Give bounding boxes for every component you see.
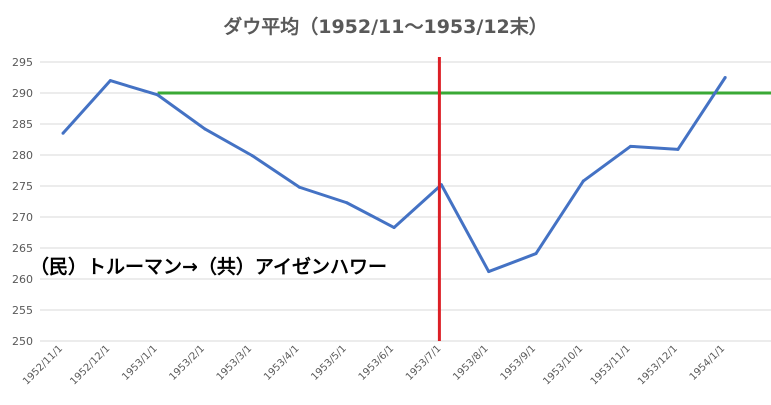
y-tick-label: 255 bbox=[12, 304, 33, 317]
data-point bbox=[108, 79, 112, 83]
x-tick-label: 1953/12/1 bbox=[636, 343, 680, 387]
data-point bbox=[345, 201, 349, 205]
y-tick-label: 290 bbox=[12, 87, 33, 100]
data-point bbox=[298, 185, 301, 189]
x-tick-label: 1953/6/1 bbox=[357, 343, 397, 383]
data-point bbox=[534, 252, 538, 256]
x-tick-label: 1952/12/1 bbox=[68, 343, 112, 387]
y-tick-label: 275 bbox=[12, 180, 33, 193]
x-tick-label: 1953/3/1 bbox=[215, 343, 255, 383]
chart-title: ダウ平均（1952/11～1953/12末） bbox=[223, 16, 548, 38]
y-tick-label: 295 bbox=[12, 56, 33, 69]
series-line bbox=[61, 76, 727, 274]
x-tick-label: 1953/1/1 bbox=[120, 343, 160, 383]
data-point bbox=[629, 144, 633, 148]
y-tick-label: 270 bbox=[12, 211, 33, 224]
y-tick-label: 250 bbox=[12, 335, 33, 348]
x-tick-label: 1953/2/1 bbox=[167, 343, 207, 383]
data-point bbox=[723, 76, 727, 79]
data-point bbox=[392, 226, 396, 230]
data-point bbox=[156, 93, 160, 97]
chart-annotation: （民）トルーマン→（共）アイゼンハワー bbox=[30, 256, 387, 278]
x-tick-label: 1953/7/1 bbox=[404, 343, 444, 383]
x-tick-label: 1954/1/1 bbox=[688, 343, 728, 383]
x-tick-label: 1953/9/1 bbox=[499, 343, 539, 383]
data-point bbox=[581, 179, 585, 183]
x-tick-label: 1952/11/1 bbox=[21, 343, 65, 387]
y-tick-label: 265 bbox=[12, 242, 33, 255]
data-point bbox=[250, 154, 254, 158]
data-point bbox=[676, 147, 680, 151]
y-tick-label: 285 bbox=[12, 118, 33, 131]
x-tick-label: 1953/10/1 bbox=[541, 343, 585, 387]
x-tick-label: 1953/5/1 bbox=[309, 343, 349, 383]
data-point bbox=[203, 127, 207, 131]
data-point bbox=[487, 270, 491, 274]
y-tick-label: 280 bbox=[12, 149, 33, 162]
x-tick-label: 1953/8/1 bbox=[451, 343, 491, 383]
data-point bbox=[61, 131, 65, 135]
x-tick-label: 1953/4/1 bbox=[262, 343, 302, 383]
x-tick-label: 1953/11/1 bbox=[589, 343, 633, 387]
y-tick-label: 260 bbox=[12, 273, 33, 286]
